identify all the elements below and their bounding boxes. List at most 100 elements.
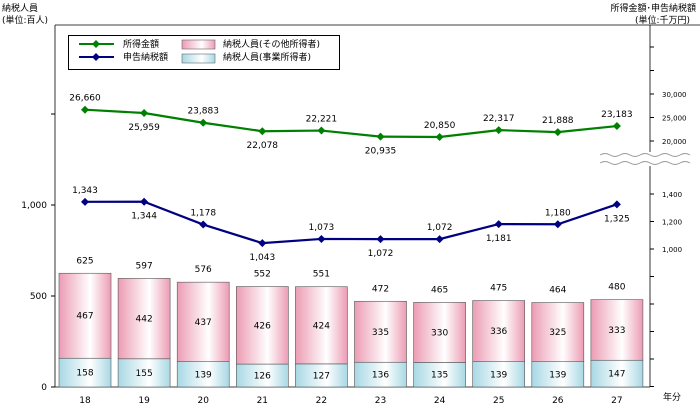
- legend-item: 所得金額: [123, 40, 160, 50]
- bar-business: [354, 361, 407, 388]
- legend-blue-line-icon: [79, 53, 114, 61]
- line-data-label: 1,072: [427, 223, 453, 233]
- bar-other: [590, 299, 644, 361]
- x-tick-label: 25: [493, 396, 504, 406]
- line-data-label: 1,180: [545, 208, 571, 218]
- legend-item: 納税人員(その他所得者): [223, 40, 321, 50]
- line-data-label: 1,181: [486, 234, 512, 244]
- line-point-marker: [140, 197, 149, 206]
- line-data-label: 1,073: [309, 223, 335, 233]
- bar-label: 147: [608, 370, 625, 380]
- line-data-label: 1,072: [368, 249, 394, 259]
- line-point-marker: [376, 132, 385, 141]
- bar-other: [117, 278, 171, 360]
- line-point-marker: [199, 118, 208, 127]
- bar-other: [472, 300, 526, 363]
- legend: 所得金額 申告納税額 納税人員(その他所得者) 納税人員(事業所得者): [68, 35, 340, 70]
- bar-label: 335: [372, 328, 389, 338]
- line-data-label: 1,178: [190, 209, 216, 219]
- line-point-marker: [81, 105, 89, 114]
- right-axis-tick-label: 20,000: [662, 138, 687, 146]
- line-data-label: 22,221: [306, 115, 338, 125]
- right-axis-tick-label: 1,200: [662, 219, 682, 227]
- bar-business: [58, 357, 112, 388]
- bar-label: 424: [313, 321, 330, 331]
- right-axis-title: 所得金額･申告納税額: [610, 4, 696, 14]
- legend-blue-swatch-icon: [181, 53, 216, 64]
- line-data-label: 1,343: [72, 186, 98, 196]
- bar-other: [58, 272, 112, 359]
- line-point-marker: [199, 220, 208, 229]
- bar-total-label: 551: [313, 270, 330, 280]
- bar-label: 139: [490, 370, 507, 380]
- line-tax: [84, 200, 618, 245]
- line-point-marker: [612, 200, 621, 209]
- line-point-marker: [494, 220, 503, 229]
- bar-other: [236, 286, 289, 365]
- bar-total-label: 576: [195, 265, 212, 275]
- x-tick-label: 26: [552, 396, 564, 406]
- line-point-marker: [553, 220, 562, 229]
- bar-label: 325: [549, 328, 566, 338]
- x-tick-label: 19: [138, 396, 150, 406]
- line-point-marker: [317, 234, 326, 243]
- right-axis-tick-label: 30,000: [662, 91, 687, 99]
- bar-total-label: 597: [136, 261, 153, 271]
- line-point-marker: [317, 126, 326, 135]
- line-data-label: 23,183: [601, 110, 633, 120]
- x-tick-label: 18: [79, 396, 91, 406]
- bar-total-label: 475: [490, 284, 507, 294]
- bar-label: 426: [254, 321, 271, 331]
- left-axis-tick-label: 500: [30, 292, 47, 302]
- legend-item: 申告納税額: [123, 53, 169, 63]
- bar-label: 127: [313, 371, 330, 381]
- x-tick-label: 27: [611, 396, 622, 406]
- line-point-marker: [376, 235, 385, 244]
- line-data-label: 1,325: [604, 214, 630, 224]
- left-axis-tick-label: 1,000: [21, 201, 47, 211]
- bar-label: 139: [195, 370, 212, 380]
- bar-total-label: 472: [372, 284, 389, 294]
- line-point-marker: [612, 122, 621, 131]
- bar-other: [176, 281, 230, 363]
- legend-item: 納税人員(事業所得者): [223, 53, 312, 63]
- bar-other: [413, 302, 466, 363]
- line-point-marker: [258, 239, 267, 248]
- left-axis-tick-label: 0: [41, 383, 47, 393]
- x-tick-label: 20: [197, 396, 209, 406]
- line-data-label: 25,959: [128, 123, 160, 133]
- right-axis-unit: (単位:千万円): [634, 16, 690, 26]
- line-data-label: 20,935: [365, 147, 397, 157]
- bar-total-label: 480: [608, 283, 625, 293]
- bar-other: [354, 300, 407, 363]
- bar-total-label: 464: [549, 286, 566, 296]
- line-point-marker: [435, 235, 444, 244]
- x-tick-label: 21: [257, 396, 268, 406]
- right-axis-tick-label: 1,000: [662, 246, 682, 254]
- bar-other: [295, 286, 348, 365]
- line-point-marker: [140, 108, 149, 117]
- bar-label: 158: [76, 369, 93, 379]
- line-data-label: 1,043: [249, 253, 275, 263]
- line-data-label: 23,883: [187, 107, 219, 117]
- line-point-marker: [553, 128, 562, 137]
- bar-total-label: 465: [431, 285, 448, 295]
- bar-business: [590, 359, 644, 388]
- legend-green-line-icon: [79, 40, 114, 48]
- line-income: [84, 108, 618, 139]
- bar-total-label: 552: [254, 270, 271, 280]
- line-data-label: 22,317: [483, 114, 515, 124]
- line-data-label: 21,888: [542, 116, 574, 126]
- bar-label: 442: [136, 315, 153, 325]
- x-axis-label: 年分: [663, 393, 682, 403]
- axis-break-wave: [599, 161, 691, 165]
- line-point-marker: [494, 126, 503, 135]
- axis-break-wave: [599, 153, 691, 157]
- line-data-label: 1,344: [131, 212, 157, 222]
- bar-label: 336: [490, 327, 507, 337]
- line-data-label: 20,850: [424, 121, 456, 131]
- bar-label: 467: [76, 312, 93, 322]
- bar-other: [531, 302, 585, 363]
